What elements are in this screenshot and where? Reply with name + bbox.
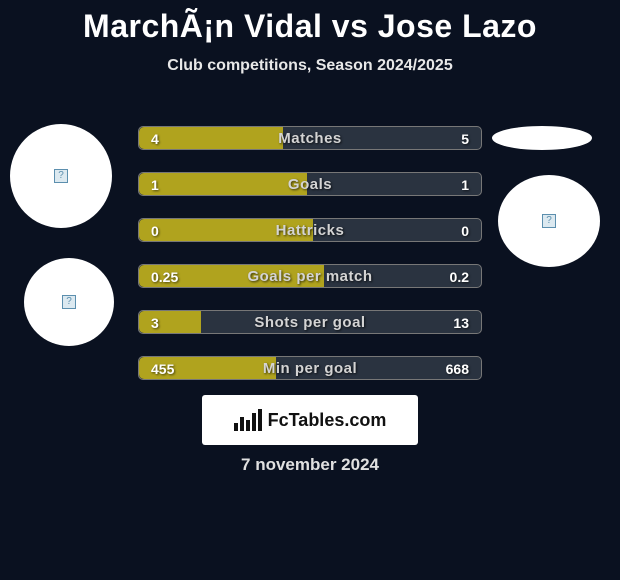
avatar-ellipse-right-top — [492, 126, 592, 150]
page-subtitle: Club competitions, Season 2024/2025 — [0, 57, 620, 75]
bar-row-goals: 1 Goals 1 — [138, 172, 482, 196]
page-title: MarchÃ¡n Vidal vs Jose Lazo — [0, 0, 620, 45]
comparison-chart: 4 Matches 5 1 Goals 1 0 Hattricks 0 0.25… — [138, 126, 482, 402]
avatar-circle-right: ? — [498, 175, 600, 267]
bar-row-hattricks: 0 Hattricks 0 — [138, 218, 482, 242]
bar-right-value: 0.2 — [450, 265, 469, 288]
bar-right-value: 5 — [461, 127, 469, 150]
bar-row-shots-per-goal: 3 Shots per goal 13 — [138, 310, 482, 334]
bar-row-goals-per-match: 0.25 Goals per match 0.2 — [138, 264, 482, 288]
bar-label: Goals per match — [139, 265, 481, 288]
bar-row-matches: 4 Matches 5 — [138, 126, 482, 150]
bar-row-min-per-goal: 455 Min per goal 668 — [138, 356, 482, 380]
bar-label: Goals — [139, 173, 481, 196]
branding-text: FcTables.com — [268, 410, 387, 431]
bar-right-value: 668 — [446, 357, 469, 380]
bar-label: Min per goal — [139, 357, 481, 380]
bar-right-value: 0 — [461, 219, 469, 242]
image-placeholder-icon: ? — [54, 169, 68, 183]
bar-right-value: 13 — [453, 311, 469, 334]
bar-right-value: 1 — [461, 173, 469, 196]
footer-date: 7 november 2024 — [0, 455, 620, 475]
bars-logo-icon — [234, 409, 262, 431]
avatar-circle-left-bottom: ? — [24, 258, 114, 346]
bar-label: Matches — [139, 127, 481, 150]
avatar-circle-left-top: ? — [10, 124, 112, 228]
image-placeholder-icon: ? — [542, 214, 556, 228]
image-placeholder-icon: ? — [62, 295, 76, 309]
bar-label: Shots per goal — [139, 311, 481, 334]
bar-label: Hattricks — [139, 219, 481, 242]
branding-badge: FcTables.com — [202, 395, 418, 445]
